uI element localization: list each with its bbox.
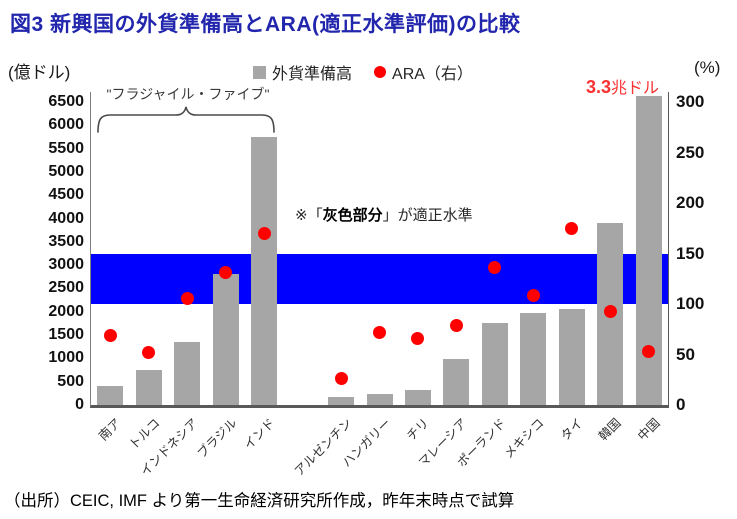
ara-dot-韓国: [603, 304, 617, 318]
ara-dot-メキシコ: [526, 289, 540, 303]
legend-item-reserves: 外貨準備高: [253, 60, 352, 84]
left-tick-5000: 5000: [48, 162, 84, 180]
fragile-five-bracket: [97, 106, 275, 133]
band-note: ※「灰色部分」が適正水準: [295, 204, 473, 225]
plot-area: [90, 92, 669, 408]
left-tick-1000: 1000: [48, 349, 84, 367]
right-tick-200: 200: [676, 193, 705, 212]
left-tick-500: 500: [57, 372, 84, 390]
reserve-bar-ハンガリー: [366, 393, 393, 405]
right-tick-100: 100: [676, 294, 705, 313]
reserve-bar-インドネシア: [174, 342, 201, 405]
band-note-prefix: ※「: [295, 207, 323, 224]
left-tick-6500: 6500: [48, 93, 84, 110]
band-note-suffix: 」が適正水準: [382, 207, 473, 224]
left-tick-4500: 4500: [48, 186, 84, 204]
left-tick-4000: 4000: [48, 209, 84, 227]
reserve-bar-アルゼンチン: [328, 396, 355, 405]
ara-dot-インド: [257, 226, 271, 240]
legend-item-ara: ARA（右）: [374, 60, 473, 84]
left-tick-2000: 2000: [48, 302, 84, 320]
reserve-bar-インド: [251, 136, 278, 405]
legend-ara-label: ARA（右）: [392, 66, 473, 83]
left-tick-2500: 2500: [48, 279, 84, 297]
left-tick-0: 0: [75, 396, 84, 413]
ara-dot-チリ: [411, 331, 425, 345]
chart-legend: 外貨準備高 ARA（右）: [253, 60, 473, 84]
reserve-bar-トルコ: [135, 370, 162, 405]
reserve-bar-ブラジル: [212, 274, 239, 405]
ara-dot-南ア: [103, 328, 117, 342]
reserve-bar-マレーシア: [443, 359, 470, 405]
source-note: （出所）CEIC, IMF より第一生命経済研究所作成，昨年末時点で試算: [4, 492, 515, 510]
ara-dot-ポーランド: [488, 261, 502, 275]
right-tick-0: 0: [676, 395, 686, 414]
reserve-bar-ポーランド: [481, 323, 508, 405]
china-value-number: 3.3: [586, 77, 612, 97]
right-tick-50: 50: [676, 344, 695, 364]
ara-dot-アルゼンチン: [334, 372, 348, 386]
right-tick-150: 150: [676, 243, 705, 263]
left-tick-5500: 5500: [48, 139, 84, 157]
left-axis-unit-label: (億ドル): [8, 63, 71, 82]
ara-dot-ハンガリー: [373, 325, 386, 339]
dot-swatch-icon: [374, 66, 387, 78]
left-tick-3500: 3500: [48, 232, 84, 250]
reserve-bar-中国: [635, 96, 662, 405]
reserve-bar-南ア: [97, 386, 124, 405]
bar-swatch-icon: [253, 65, 266, 79]
right-tick-300: 300: [676, 92, 705, 111]
band-note-bold: 灰色部分: [322, 207, 383, 224]
legend-reserves-label: 外貨準備高: [272, 66, 353, 83]
adequacy-band: [91, 253, 668, 304]
china-value-annotation: 3.3兆ドル: [586, 74, 659, 98]
ara-dot-マレーシア: [449, 318, 463, 332]
ara-dot-タイ: [565, 221, 579, 235]
ara-dot-ブラジル: [219, 266, 233, 280]
reserve-bar-メキシコ: [520, 312, 547, 405]
china-value-unit: 兆ドル: [611, 80, 660, 97]
left-tick-1500: 1500: [48, 326, 84, 344]
left-tick-6000: 6000: [48, 116, 84, 134]
reserve-bar-チリ: [404, 389, 431, 405]
fragile-five-label: "フラジャイル・ファイブ": [106, 86, 270, 102]
reserve-bar-タイ: [558, 309, 585, 405]
right-axis-unit-label: (%): [694, 58, 721, 77]
left-tick-3000: 3000: [48, 256, 84, 274]
right-tick-250: 250: [676, 142, 705, 162]
ara-dot-トルコ: [142, 345, 156, 359]
ara-dot-インドネシア: [180, 292, 194, 306]
figure-title: 図3 新興国の外貨準備高とARA(適正水準評価)の比較: [10, 13, 521, 36]
ara-dot-中国: [642, 344, 656, 358]
